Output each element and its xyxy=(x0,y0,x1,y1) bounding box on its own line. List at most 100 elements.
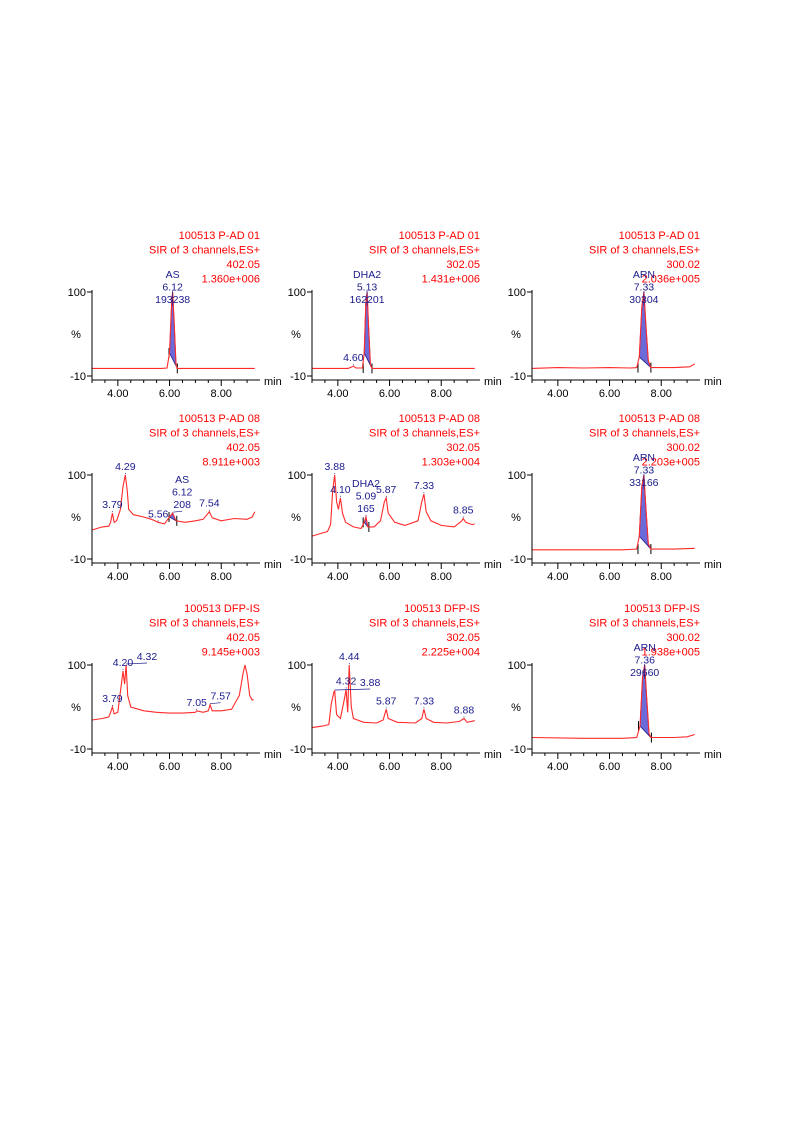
x-tick-label: 8.00 xyxy=(651,388,672,400)
panel-header-line: SIR of 3 channels,ES+ xyxy=(369,245,480,257)
y-tick-label: 100 xyxy=(508,660,526,672)
peak-label: 7.33 xyxy=(634,282,655,294)
y-axis-label: % xyxy=(71,702,81,714)
chromatogram-panel: 100513 P-AD 08 SIR of 3 channels,ES+ 300.0… xyxy=(508,413,722,583)
x-tick-label: 8.00 xyxy=(431,388,452,400)
y-tick-label: 100 xyxy=(508,287,526,299)
peak-label: 4.32 xyxy=(137,651,158,663)
peak-label: 208 xyxy=(173,499,191,511)
peak-label: 4.44 xyxy=(339,651,360,663)
x-tick-label: 6.00 xyxy=(379,571,400,583)
panel-header-line: 100513 P-AD 08 xyxy=(179,413,260,425)
peak-label: 4.20 xyxy=(113,657,134,669)
panel-header-line: SIR of 3 channels,ES+ xyxy=(589,428,700,440)
chromatogram-panel: 100513 P-AD 01 SIR of 3 channels,ES+ 402.0… xyxy=(68,230,282,400)
x-axis-label: min xyxy=(704,559,722,571)
chromatogram-panel: 100513 DFP-IS SIR of 3 channels,ES+ 300.02… xyxy=(508,603,722,773)
y-tick-label: 100 xyxy=(288,660,306,672)
panel-header-line: 402.05 xyxy=(226,259,260,271)
peak-label: 7.57 xyxy=(210,691,231,703)
peak-label: 3.79 xyxy=(102,499,123,511)
panel-header-line: 300.02 xyxy=(666,259,700,271)
x-tick-label: 4.00 xyxy=(107,761,128,773)
chromatogram-trace xyxy=(531,664,695,739)
y-axis-label: % xyxy=(291,512,301,524)
peak-label: 6.12 xyxy=(172,487,193,499)
peak-label: 7.05 xyxy=(186,697,207,709)
chromatogram-trace xyxy=(311,664,475,729)
x-tick-label: 4.00 xyxy=(327,388,348,400)
panel-header-line: SIR of 3 channels,ES+ xyxy=(589,618,700,630)
x-tick-label: 4.00 xyxy=(327,761,348,773)
peak-label-leader xyxy=(172,510,183,513)
chromatogram-panel: 100513 P-AD 08 SIR of 3 channels,ES+ 402.0… xyxy=(68,413,282,583)
peak-label: 7.33 xyxy=(634,465,655,477)
y-tick-label: -10 xyxy=(70,554,86,566)
peak-label: 4.32 xyxy=(336,675,357,687)
y-tick-label: 100 xyxy=(288,470,306,482)
peak-label: 3.88 xyxy=(325,461,346,473)
x-axis-label: min xyxy=(264,749,282,761)
peak-label: 6.12 xyxy=(162,282,183,294)
panel-header-line: 100513 P-AD 01 xyxy=(399,230,480,242)
x-tick-label: 6.00 xyxy=(379,761,400,773)
y-tick-label: 100 xyxy=(68,470,86,482)
peak-label: 3.88 xyxy=(360,677,381,689)
peak-label: AS xyxy=(175,474,189,486)
x-tick-label: 4.00 xyxy=(547,388,568,400)
chromatogram-panel: 100513 P-AD 01 SIR of 3 channels,ES+ 302.0… xyxy=(288,230,502,400)
panel-header-line: SIR of 3 channels,ES+ xyxy=(369,428,480,440)
peak-label: 7.36 xyxy=(634,655,655,667)
y-axis-label: % xyxy=(71,329,81,341)
panel-header-line: 1.938e+005 xyxy=(642,647,700,659)
peak-label: 5.09 xyxy=(356,491,377,503)
x-axis-label: min xyxy=(264,376,282,388)
y-tick-label: -10 xyxy=(290,744,306,756)
peak-label: ARN xyxy=(633,452,655,464)
panel-header-line: 2.036e+005 xyxy=(642,274,700,286)
chromatogram-trace xyxy=(91,664,254,721)
panel-header-line: 100513 DFP-IS xyxy=(624,603,700,615)
panel-header-line: 302.05 xyxy=(446,632,480,644)
peak-label: ARN xyxy=(633,269,655,281)
x-tick-label: 4.00 xyxy=(107,388,128,400)
panel-header-line: 302.05 xyxy=(446,259,480,271)
chromatogram-trace xyxy=(91,474,256,531)
y-tick-label: -10 xyxy=(510,744,526,756)
y-tick-label: 100 xyxy=(68,660,86,672)
panel-header-line: 2.225e+004 xyxy=(422,647,480,659)
y-tick-label: -10 xyxy=(290,554,306,566)
panel-header-line: SIR of 3 channels,ES+ xyxy=(589,245,700,257)
x-axis-label: min xyxy=(484,559,502,571)
y-tick-label: -10 xyxy=(290,371,306,383)
y-axis-label: % xyxy=(511,329,521,341)
peak-label: 3.79 xyxy=(102,693,123,705)
panel-header-line: 100513 DFP-IS xyxy=(184,603,260,615)
chromatogram-panel: 100513 DFP-IS SIR of 3 channels,ES+ 402.05… xyxy=(68,603,282,773)
peak-label: 4.60 xyxy=(343,352,364,364)
panel-header-line: 300.02 xyxy=(666,632,700,644)
chromatogram-trace xyxy=(312,291,475,369)
y-tick-label: -10 xyxy=(510,554,526,566)
x-tick-label: 6.00 xyxy=(599,571,620,583)
chromatogram-panel: 100513 DFP-IS SIR of 3 channels,ES+ 302.05… xyxy=(288,603,502,773)
panel-header-line: SIR of 3 channels,ES+ xyxy=(369,618,480,630)
x-axis-label: min xyxy=(484,749,502,761)
x-tick-label: 6.00 xyxy=(599,761,620,773)
chromatogram-panel: 100513 P-AD 01 SIR of 3 channels,ES+ 300.0… xyxy=(508,230,722,400)
peak-label: 5.13 xyxy=(357,282,378,294)
panel-header-line: 100513 P-AD 08 xyxy=(619,413,700,425)
peak-label: ARN xyxy=(634,642,656,654)
x-tick-label: 8.00 xyxy=(431,571,452,583)
y-axis-label: % xyxy=(511,512,521,524)
panel-header-line: 300.02 xyxy=(666,442,700,454)
x-tick-label: 8.00 xyxy=(431,761,452,773)
peak-label: 5.87 xyxy=(376,484,397,496)
panel-header-line: 100513 DFP-IS xyxy=(404,603,480,615)
x-tick-label: 6.00 xyxy=(159,761,180,773)
peak-label: DHA2 xyxy=(353,269,381,281)
peak-label: DHA2 xyxy=(352,478,380,490)
y-tick-label: -10 xyxy=(70,744,86,756)
y-tick-label: 100 xyxy=(68,287,86,299)
